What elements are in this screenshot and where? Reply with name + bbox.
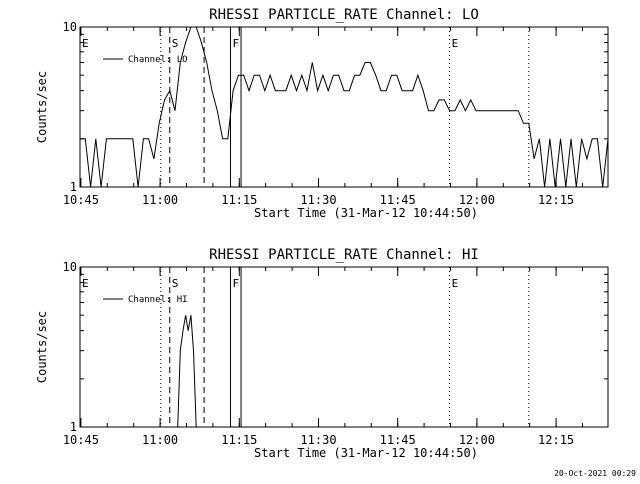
event-marker-label: S — [172, 277, 179, 290]
series-line — [172, 315, 199, 428]
event-marker-label: E — [82, 277, 89, 290]
x-tick-label: 12:15 — [538, 193, 574, 207]
event-marker-label: E — [82, 37, 89, 50]
x-tick-label: 11:30 — [300, 193, 336, 207]
chart-panel-1: RHESSI PARTICLE_RATE Channel: HI 1 10 Count… — [35, 247, 609, 460]
series-line — [80, 26, 609, 188]
y-tick-label: 1 — [70, 180, 77, 194]
chart-panel-0: RHESSI PARTICLE_RATE Channel: LO 1 10 Count… — [35, 7, 609, 220]
x-tick-label: 11:00 — [142, 433, 178, 447]
legend-label: Channel: HI — [128, 295, 188, 305]
y-axis-label: Counts/sec — [35, 71, 49, 143]
event-marker-label: F — [232, 37, 239, 50]
y-axis-label: Counts/sec — [35, 311, 49, 383]
event-marker-label: F — [232, 277, 239, 290]
y-tick-label: 10 — [63, 260, 77, 274]
x-axis-label: Start Time (31-Mar-12 10:44:50) — [254, 206, 478, 220]
x-tick-label: 11:30 — [300, 433, 336, 447]
x-tick-label: 12:00 — [459, 193, 495, 207]
x-axis-label: Start Time (31-Mar-12 10:44:50) — [254, 446, 478, 460]
x-tick-label: 11:00 — [142, 193, 178, 207]
x-tick-label: 10:45 — [63, 433, 99, 447]
x-tick-label: 12:15 — [538, 433, 574, 447]
x-tick-label: 11:15 — [221, 193, 257, 207]
footer-timestamp: 20-Oct-2021 00:29 — [554, 469, 636, 478]
y-tick-label: 10 — [63, 20, 77, 34]
legend-label: Channel: LO — [128, 55, 188, 65]
x-tick-label: 10:45 — [63, 193, 99, 207]
event-marker-label: S — [172, 37, 179, 50]
x-tick-label: 12:00 — [459, 433, 495, 447]
y-tick-label: 1 — [70, 420, 77, 434]
event-marker-label: E — [452, 37, 459, 50]
chart-title: RHESSI PARTICLE_RATE Channel: LO — [209, 7, 479, 23]
x-tick-label: 11:15 — [221, 433, 257, 447]
event-marker-label: E — [452, 277, 459, 290]
x-tick-label: 11:45 — [380, 193, 416, 207]
x-tick-label: 11:45 — [380, 433, 416, 447]
chart-title: RHESSI PARTICLE_RATE Channel: HI — [209, 247, 479, 263]
